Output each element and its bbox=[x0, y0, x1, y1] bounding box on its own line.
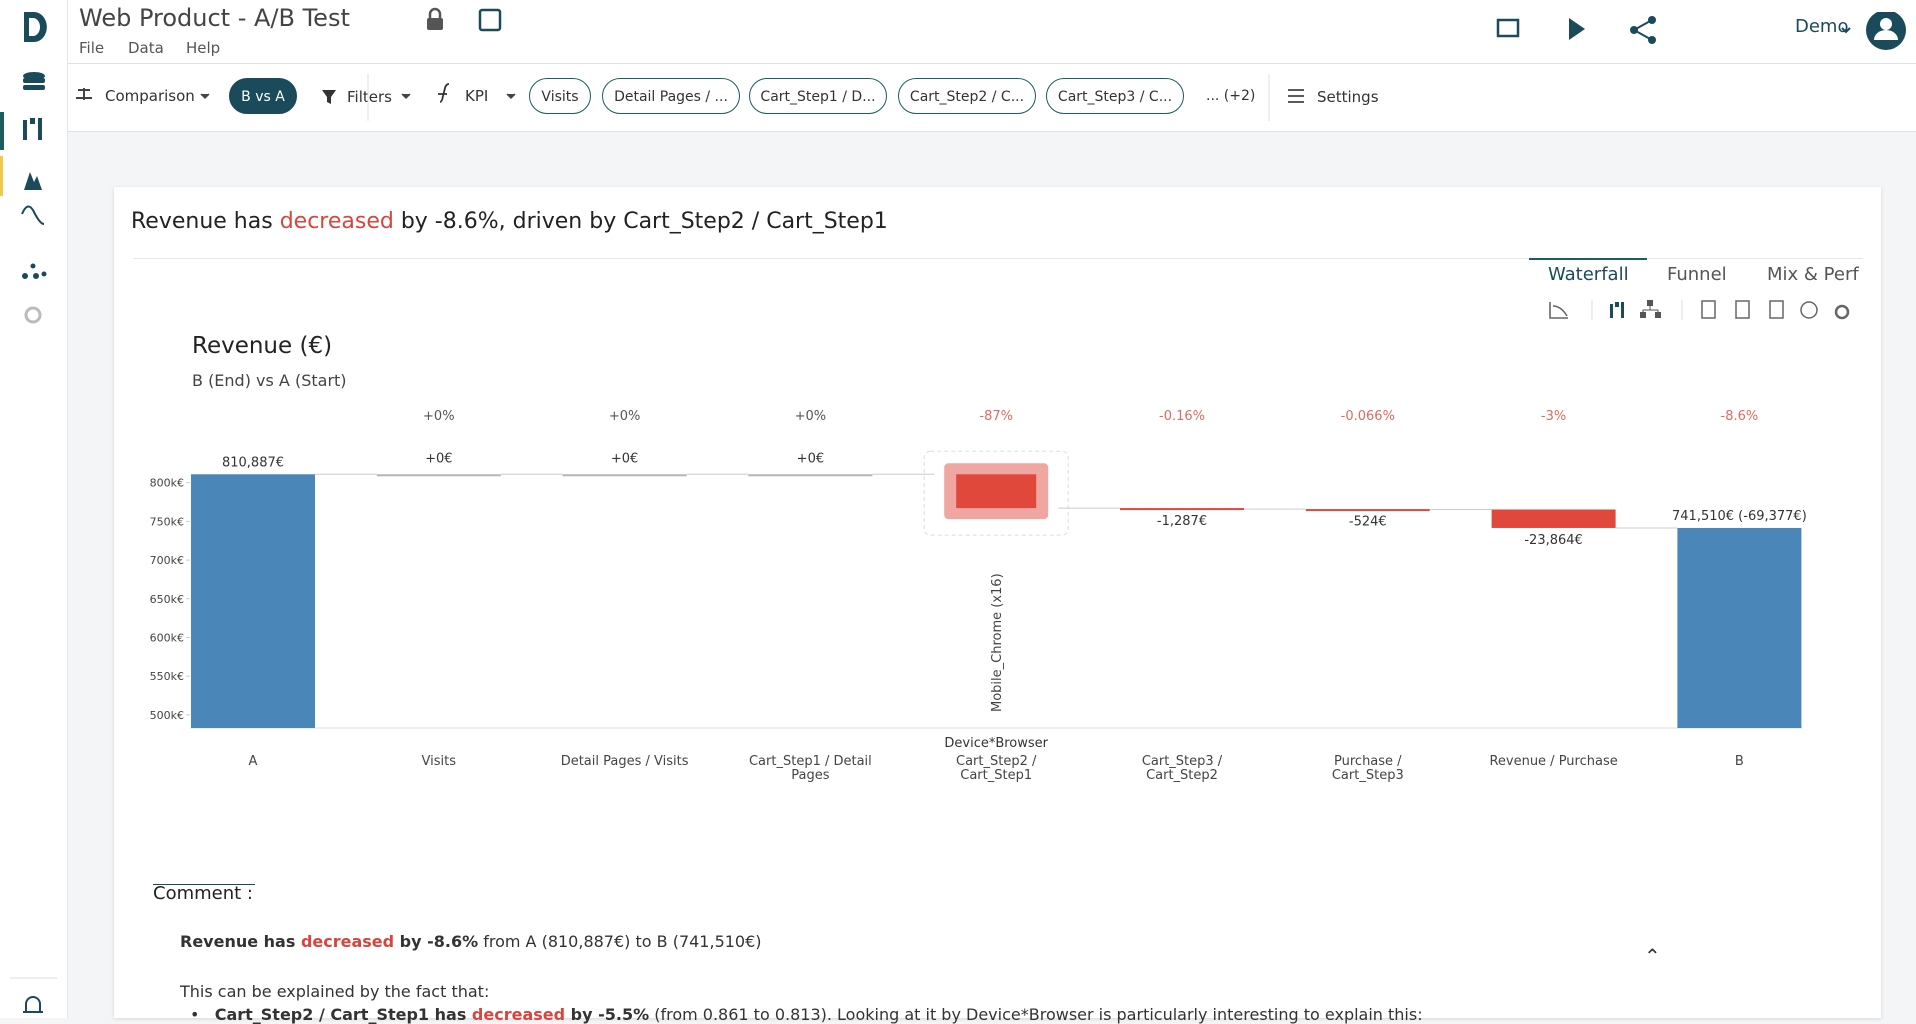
x-tick-label: Cart_Step3 / Cart_Step2 bbox=[1141, 754, 1223, 783]
comment-intro: This can be explained by the fact that: bbox=[180, 982, 490, 1001]
export-image[interactable] bbox=[1769, 300, 1784, 319]
share-icon[interactable] bbox=[1630, 16, 1656, 44]
x-tick-label: Visits bbox=[421, 754, 457, 769]
top-bar: Web Product - A/B Test File Data Help De… bbox=[68, 0, 1916, 64]
info-icon[interactable] bbox=[1800, 301, 1818, 319]
data-icon[interactable] bbox=[23, 72, 45, 90]
title-icons bbox=[427, 7, 502, 32]
bullet-text: Cart_Step2 / Cart_Step1 has bbox=[214, 1005, 472, 1024]
step-pill[interactable]: Detail Pages / ... bbox=[602, 78, 740, 114]
headline-text: by -8.6%, driven by Cart_Step2 / Cart_St… bbox=[393, 209, 888, 234]
filters-menu[interactable]: Filters bbox=[347, 88, 392, 106]
bullet-highlight: decreased bbox=[471, 1005, 566, 1024]
toolbar-icons bbox=[76, 74, 1304, 121]
bell-icon[interactable] bbox=[23, 996, 43, 1013]
logo[interactable] bbox=[24, 12, 47, 42]
x-tick-label: B bbox=[1734, 754, 1744, 769]
divider bbox=[133, 258, 1863, 259]
export-ppt[interactable] bbox=[1735, 300, 1750, 319]
x-tick-label: Purchase / Cart_Step3 bbox=[1331, 754, 1404, 783]
tab-funnel[interactable]: Funnel bbox=[1667, 264, 1727, 285]
user-name[interactable]: Demo bbox=[1795, 16, 1849, 37]
trend-icon[interactable] bbox=[21, 205, 45, 225]
gear-icon[interactable] bbox=[1834, 304, 1850, 320]
chart-subtitle: B (End) vs A (Start) bbox=[192, 371, 347, 390]
scatter-icon[interactable] bbox=[22, 263, 47, 280]
sidebar-icons bbox=[0, 12, 57, 1013]
x-tick-label: Cart_Step2 / Cart_Step1 bbox=[956, 754, 1037, 783]
menu-file[interactable]: File bbox=[79, 39, 105, 57]
distribution-icon[interactable] bbox=[24, 172, 42, 190]
comparison-menu[interactable]: Comparison bbox=[105, 87, 195, 105]
collapse-icon[interactable]: ⌃ bbox=[1644, 944, 1661, 968]
scenario-pill[interactable]: B vs A bbox=[229, 78, 297, 114]
x-tick-label: Cart_Step1 / Detail Pages bbox=[748, 754, 872, 783]
x-tick-label: A bbox=[248, 754, 258, 769]
step-pill[interactable]: Cart_Step3 / C... bbox=[1046, 78, 1184, 114]
active-indicator bbox=[0, 112, 4, 150]
bullet-text: (from 0.861 to 0.813). Looking at it by … bbox=[649, 1005, 1423, 1024]
chart-title: Revenue (€) bbox=[192, 333, 333, 359]
marker bbox=[0, 156, 3, 196]
present-icon[interactable] bbox=[1496, 18, 1520, 38]
waterfall-icon[interactable] bbox=[23, 118, 42, 140]
comment-bullet: • Cart_Step2 / Cart_Step1 has decreased … bbox=[190, 1005, 1423, 1024]
comment-underline bbox=[153, 884, 255, 885]
toolbar: Comparison B vs A Filters KPI Visits Det… bbox=[68, 64, 1916, 132]
x-tick-label: Detail Pages / Visits bbox=[560, 754, 689, 769]
summary-text: by -8.6% bbox=[394, 932, 479, 951]
step-pill[interactable]: Visits bbox=[529, 78, 591, 114]
x-tick-label: Revenue / Purchase bbox=[1489, 754, 1618, 769]
sidebar bbox=[0, 0, 68, 1018]
tab-waterfall[interactable]: Waterfall bbox=[1548, 264, 1629, 285]
chart-tools bbox=[1549, 300, 1850, 320]
tool-icon[interactable] bbox=[1640, 300, 1661, 318]
export-excel[interactable] bbox=[1701, 300, 1716, 319]
tool-icon[interactable] bbox=[1549, 302, 1568, 319]
summary-text: Revenue has bbox=[180, 932, 301, 951]
save-icon[interactable] bbox=[478, 8, 502, 32]
comment-summary: Revenue has decreased by -8.6% from A (8… bbox=[180, 932, 762, 951]
menu-help[interactable]: Help bbox=[186, 39, 221, 57]
headline-highlight: decreased bbox=[279, 209, 394, 234]
more-steps[interactable]: ... (+2) bbox=[1206, 88, 1256, 104]
headline-text: Revenue has bbox=[131, 209, 280, 234]
active-tab-indicator bbox=[1529, 258, 1647, 260]
play-icon[interactable] bbox=[1569, 18, 1585, 40]
step-pill[interactable]: Cart_Step1 / D... bbox=[749, 78, 887, 114]
summary-text: from A (810,887€) to B (741,510€) bbox=[478, 932, 762, 951]
tab-mix[interactable]: Mix & Perf bbox=[1767, 264, 1859, 285]
settings-icon[interactable] bbox=[24, 306, 42, 324]
settings-button[interactable]: Settings bbox=[1317, 88, 1379, 106]
bullet-text: by -5.5% bbox=[565, 1005, 650, 1024]
step-pill[interactable]: Cart_Step2 / C... bbox=[898, 78, 1036, 114]
tool-icon[interactable] bbox=[1610, 302, 1624, 318]
actions bbox=[1496, 12, 1906, 50]
summary-highlight: decreased bbox=[300, 932, 395, 951]
headline: Revenue has decreased by -8.6%, driven b… bbox=[131, 209, 888, 234]
analysis-card: Revenue has decreased by -8.6%, driven b… bbox=[114, 187, 1881, 1018]
comment-label: Comment : bbox=[153, 883, 253, 904]
menu-data[interactable]: Data bbox=[128, 39, 164, 57]
kpi-menu[interactable]: KPI bbox=[465, 87, 489, 105]
lock-icon[interactable] bbox=[427, 18, 443, 30]
project-title: Web Product - A/B Test bbox=[79, 4, 350, 32]
